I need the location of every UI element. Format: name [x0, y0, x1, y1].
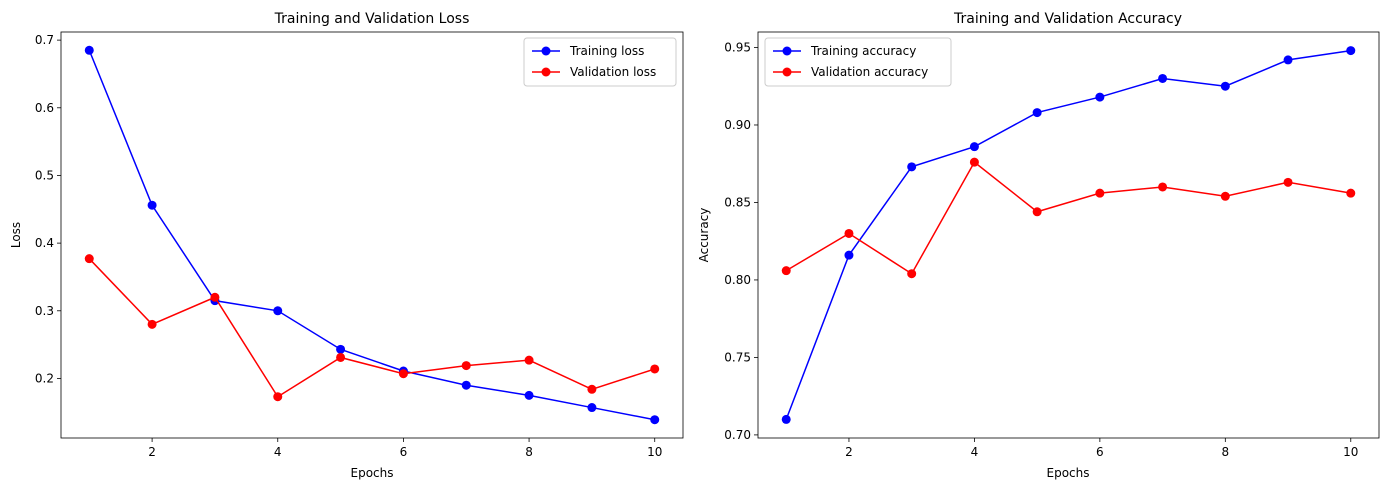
x-axis-ticks: 2 4 6 8 10 [148, 438, 662, 459]
x-tick-label: 2 [845, 445, 853, 459]
legend: Training loss Validation loss [523, 37, 677, 87]
data-point-training-loss [587, 403, 597, 413]
x-tick-label: 6 [1096, 445, 1104, 459]
data-point-training-loss [524, 390, 534, 400]
y-tick-label: 0.80 [724, 273, 751, 287]
y-tick-label: 0.7 [35, 33, 54, 47]
x-tick-label: 6 [400, 445, 408, 459]
chart-title: Training and Validation Loss [274, 11, 470, 27]
x-tick-label: 8 [1221, 445, 1229, 459]
y-tick-label: 0.2 [35, 371, 54, 385]
data-point-validation-accuracy [1283, 177, 1293, 187]
legend-entry-training-accuracy: Training accuracy [773, 44, 916, 58]
data-point-validation-loss [273, 392, 283, 402]
data-point-validation-loss [147, 319, 157, 329]
legend-entry-validation-accuracy: Validation accuracy [773, 65, 928, 79]
series-line-training-accuracy [785, 49, 1351, 420]
y-tick-label: 0.75 [724, 350, 751, 364]
plot-frame [60, 31, 684, 439]
data-point-training-loss [273, 306, 283, 316]
data-point-validation-accuracy [1158, 182, 1168, 192]
y-tick-label: 0.85 [724, 195, 751, 209]
legend-entry-validation-loss: Validation loss [532, 65, 656, 79]
data-point-validation-loss [524, 355, 534, 365]
data-point-validation-accuracy [1220, 191, 1230, 201]
x-axis-label: Epochs [1047, 466, 1090, 480]
data-point-training-accuracy [1283, 55, 1293, 65]
y-axis-label: Accuracy [697, 208, 711, 263]
data-point-validation-accuracy [844, 228, 854, 238]
data-point-training-loss [650, 415, 660, 425]
data-point-training-accuracy [1220, 81, 1230, 91]
x-tick-label: 8 [525, 445, 533, 459]
legend-label-validation-loss: Validation loss [570, 65, 656, 79]
data-point-training-accuracy [907, 162, 917, 172]
data-point-training-loss [336, 344, 346, 354]
y-tick-label: 0.4 [35, 236, 54, 250]
legend-marker-training-loss [541, 46, 551, 56]
data-point-validation-loss [650, 364, 660, 374]
legend-entry-training-loss: Training loss [532, 44, 644, 58]
y-tick-label: 0.70 [724, 428, 751, 442]
data-point-validation-loss [461, 361, 471, 371]
data-point-validation-accuracy [969, 157, 979, 167]
y-tick-label: 0.95 [724, 40, 751, 54]
legend-frame [523, 37, 677, 87]
data-point-validation-accuracy [1032, 207, 1042, 217]
x-axis-label: Epochs [351, 466, 394, 480]
data-point-validation-accuracy [1346, 188, 1356, 198]
data-point-training-accuracy [1346, 46, 1356, 56]
legend: Training accuracy Validation accuracy [764, 37, 952, 87]
chart-title: Training and Validation Accuracy [953, 11, 1182, 27]
accuracy-chart: Training and Validation Accuracy 2 4 6 8 10 … [697, 11, 1380, 480]
plot-frame [757, 31, 1380, 439]
data-point-validation-accuracy [907, 269, 917, 279]
data-point-validation-loss [587, 384, 597, 394]
series-line-validation-loss [88, 258, 655, 398]
data-point-training-loss [84, 45, 94, 55]
y-axis-ticks: 0.70 0.75 0.80 0.85 0.90 0.95 [724, 40, 758, 442]
data-point-validation-loss [210, 292, 220, 302]
x-axis-ticks: 2 4 6 8 10 [845, 438, 1358, 459]
x-tick-label: 10 [647, 445, 662, 459]
data-point-training-accuracy [844, 250, 854, 260]
data-point-training-loss [147, 200, 157, 210]
data-point-validation-loss [84, 254, 94, 264]
data-point-validation-accuracy [1095, 188, 1105, 198]
series-layer [84, 45, 660, 425]
legend-marker-validation-accuracy [782, 67, 792, 77]
data-point-training-accuracy [969, 142, 979, 152]
legend-label-training-loss: Training loss [569, 44, 644, 58]
series-line-validation-accuracy [785, 161, 1351, 275]
legend-marker-training-accuracy [782, 46, 792, 56]
y-tick-label: 0.5 [35, 168, 54, 182]
y-tick-label: 0.3 [35, 304, 54, 318]
data-point-training-accuracy [781, 414, 791, 424]
data-point-training-accuracy [1095, 92, 1105, 102]
loss-chart: Training and Validation Loss 2 4 6 8 10 0.20… [9, 11, 684, 480]
data-point-training-accuracy [1032, 108, 1042, 118]
x-tick-label: 4 [971, 445, 979, 459]
y-tick-label: 0.90 [724, 118, 751, 132]
y-axis-label: Loss [9, 222, 23, 248]
legend-label-training-accuracy: Training accuracy [810, 44, 916, 58]
data-point-validation-loss [398, 369, 408, 379]
data-point-training-loss [461, 380, 471, 390]
x-tick-label: 2 [148, 445, 156, 459]
data-point-training-accuracy [1158, 73, 1168, 83]
legend-marker-validation-loss [541, 67, 551, 77]
data-point-validation-loss [336, 352, 346, 362]
series-line-training-loss [88, 49, 655, 421]
data-point-validation-accuracy [781, 266, 791, 276]
legend-frame [764, 37, 952, 87]
y-axis-ticks: 0.2 0.3 0.4 0.5 0.6 0.7 [35, 33, 61, 385]
x-tick-label: 10 [1343, 445, 1358, 459]
x-tick-label: 4 [274, 445, 282, 459]
legend-label-validation-accuracy: Validation accuracy [811, 65, 928, 79]
series-layer [781, 46, 1356, 424]
y-tick-label: 0.6 [35, 101, 54, 115]
